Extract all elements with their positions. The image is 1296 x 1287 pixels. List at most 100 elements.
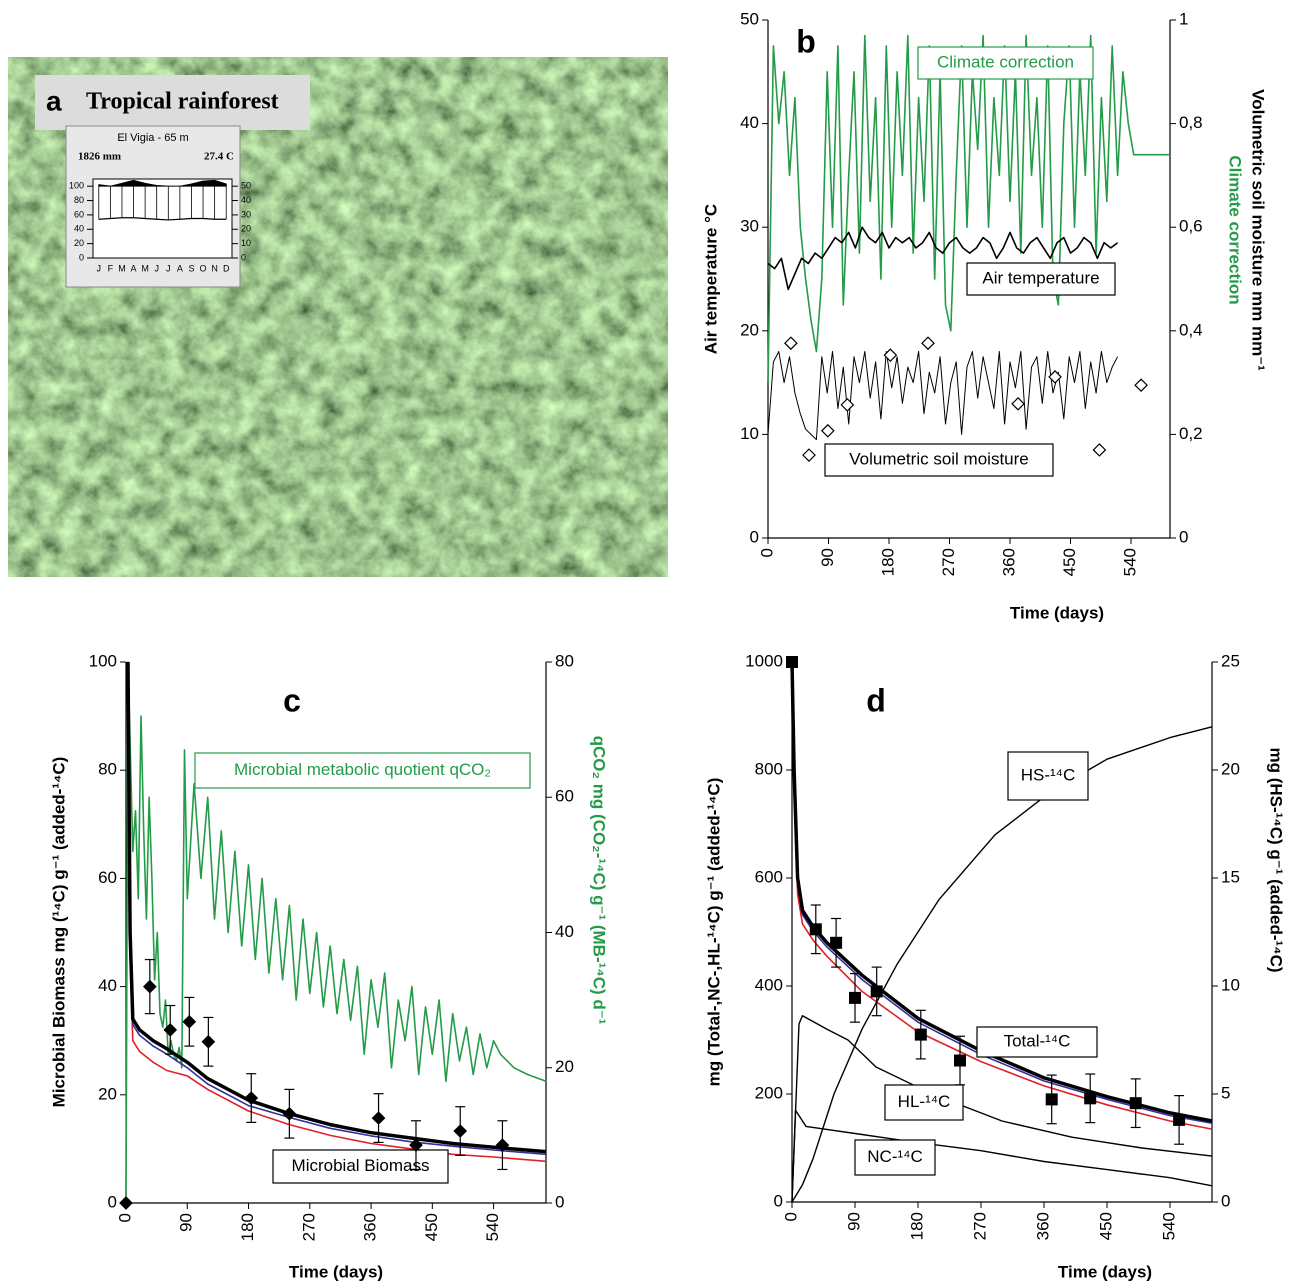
annotation-box [966, 262, 1116, 296]
diamond-marker [840, 398, 855, 412]
month-label: F [108, 263, 114, 273]
diamond-marker [409, 1138, 423, 1152]
y-tick-label: 200 [755, 1083, 783, 1102]
diamond-marker [244, 1091, 259, 1105]
temperature-line [98, 217, 227, 221]
y-tick-label: 40 [740, 113, 759, 132]
y2-tick-label: 10 [1221, 975, 1240, 994]
y2-tick-label: 20 [241, 224, 251, 234]
diamond-marker [453, 1124, 468, 1138]
x-tick-label: 360 [1033, 1212, 1052, 1240]
square-marker [1129, 1097, 1142, 1110]
x-tick-label: 540 [1120, 548, 1139, 576]
diamond-marker [802, 448, 816, 462]
x-tick-label: 90 [818, 548, 837, 567]
y-tick-label: 0 [774, 1191, 783, 1210]
y-tick-label: 0 [108, 1192, 117, 1211]
annotation-box [824, 443, 1054, 477]
month-label: S [188, 263, 194, 273]
month-label: J [154, 263, 159, 273]
square-marker [809, 923, 822, 936]
series-line [767, 351, 1119, 441]
series-annotation: HL-¹⁴C [898, 1092, 951, 1111]
y-tick-label: 100 [89, 651, 117, 670]
y2-tick-label: 0,2 [1179, 424, 1203, 443]
y-tick-label: 0 [79, 252, 84, 262]
diamond-marker [1048, 370, 1062, 384]
diamond-marker [163, 1023, 178, 1037]
month-label: N [211, 263, 218, 273]
series-annotation: Microbial metabolic quotient qCO₂ [234, 760, 491, 779]
y-tick-label: 100 [69, 181, 84, 191]
precipitation-area [98, 179, 227, 187]
diamond-marker [1011, 396, 1025, 411]
y-tick-label: 1000 [745, 651, 783, 670]
month-label: M [118, 263, 126, 273]
diamond-marker [201, 1034, 216, 1049]
y-tick-label: 20 [74, 238, 84, 248]
y-tick-label: 60 [98, 868, 117, 887]
x-tick-label: 270 [970, 1212, 989, 1240]
x-tick-label: 540 [1159, 1212, 1178, 1240]
y2-tick-label: 1 [1179, 9, 1188, 28]
x-tick-label: 0 [115, 1213, 134, 1222]
series-annotation: Climate correction [937, 52, 1074, 71]
photo-title: Tropical rainforest [86, 89, 279, 115]
y2-tick-label: 0 [241, 252, 246, 262]
diamond-marker [182, 1014, 197, 1029]
month-label: O [200, 263, 207, 273]
series-annotation: NC-¹⁴C [867, 1147, 922, 1166]
x-tick-label: 270 [939, 548, 958, 576]
diamond-marker [883, 348, 898, 362]
x-tick-label: 0 [781, 1212, 800, 1221]
square-marker [914, 1028, 927, 1041]
y2-tick-label: 0 [1221, 1191, 1230, 1210]
y2-axis-title-extra: Climate correction [1226, 155, 1245, 304]
y2-tick-label: 0,8 [1179, 113, 1203, 132]
photo-label-box [35, 75, 310, 130]
diamond-marker [820, 423, 835, 438]
square-marker [870, 985, 883, 998]
x-tick-label: 270 [299, 1213, 318, 1241]
y2-tick-label: 40 [555, 922, 574, 941]
y-tick-label: 20 [740, 320, 759, 339]
series-annotation: Total-¹⁴C [1004, 1031, 1071, 1050]
series-line [791, 1109, 1213, 1203]
annotation-box [854, 1139, 936, 1176]
inset-annotation: 1826 mm [78, 151, 121, 163]
month-label: D [223, 263, 230, 273]
annotation-box [1007, 751, 1089, 801]
y-tick-label: 20 [98, 1084, 117, 1103]
x-axis-title: Time (days) [289, 1262, 383, 1281]
y2-tick-label: 0,6 [1179, 217, 1203, 236]
square-marker [954, 1054, 966, 1067]
y2-tick-label: 5 [1221, 1083, 1230, 1102]
series-line [791, 726, 1213, 1203]
x-tick-label: 180 [907, 1212, 926, 1240]
y2-tick-label: 0 [1179, 527, 1188, 546]
y-tick-label: 80 [98, 760, 117, 779]
series-line [791, 667, 1213, 1130]
diamond-marker [1134, 378, 1148, 393]
diamond-marker [142, 979, 157, 994]
diamond-marker [371, 1111, 386, 1125]
y-tick-label: 0 [750, 527, 759, 546]
series-line [127, 661, 547, 1156]
panel-label: b [796, 23, 816, 59]
diamond-marker [119, 1196, 133, 1210]
y2-tick-label: 80 [555, 651, 574, 670]
diamond-marker [921, 336, 935, 351]
square-marker [786, 656, 798, 668]
y-tick-label: 50 [740, 9, 759, 28]
annotation-box [976, 1026, 1098, 1058]
y2-axis-title: qCO₂ mg (CO₂-¹⁴C) g⁻¹ (MB-¹⁴C) d⁻¹ [590, 736, 609, 1025]
month-label: A [131, 263, 137, 273]
panel-label: c [283, 682, 301, 718]
month-label: A [177, 263, 183, 273]
y2-tick-label: 60 [555, 787, 574, 806]
series-annotation: HS-¹⁴C [1021, 765, 1076, 784]
x-tick-label: 360 [361, 1213, 380, 1241]
x-axis-title: Time (days) [1058, 1262, 1152, 1281]
